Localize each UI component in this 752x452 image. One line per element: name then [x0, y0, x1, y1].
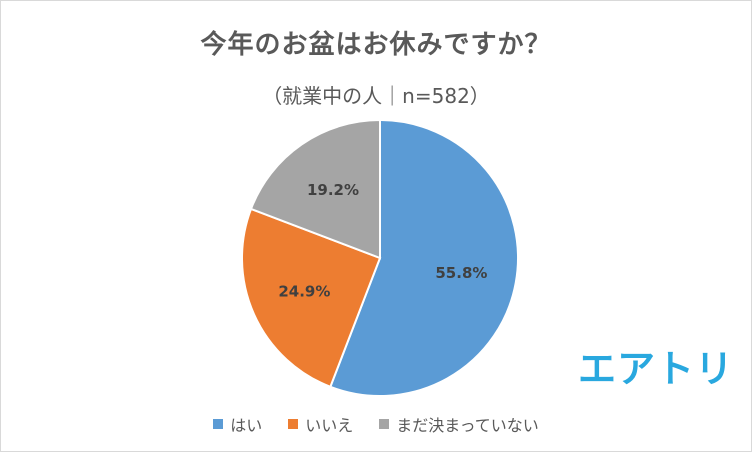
legend-swatch-no [288, 419, 299, 429]
pie-slice-no [241, 207, 382, 389]
chart-subtitle: （就業中の人｜n=582） [262, 84, 490, 108]
brand-logo: エアトリ [578, 347, 735, 391]
slice-label-undecided: 19.2% [307, 181, 359, 199]
legend-label-yes: はい [230, 416, 263, 435]
pie-slice-yes [329, 118, 519, 397]
legend-swatch-undecided [379, 419, 390, 429]
legend-swatch-yes [213, 419, 224, 429]
slice-label-no: 24.9% [278, 283, 330, 301]
legend: はい いいえ まだ決まっていない [0, 412, 752, 436]
legend-item-undecided: まだ決まっていない [379, 412, 539, 436]
legend-label-undecided: まだ決まっていない [396, 416, 539, 435]
legend-item-yes: はい [213, 412, 262, 436]
pie-slice-undecided [249, 118, 381, 260]
legend-label-no: いいえ [305, 416, 354, 435]
legend-item-no: いいえ [288, 412, 353, 436]
slice-label-yes: 55.8% [435, 264, 487, 282]
chart-title: 今年のお盆はお休みですか？ [200, 30, 552, 60]
